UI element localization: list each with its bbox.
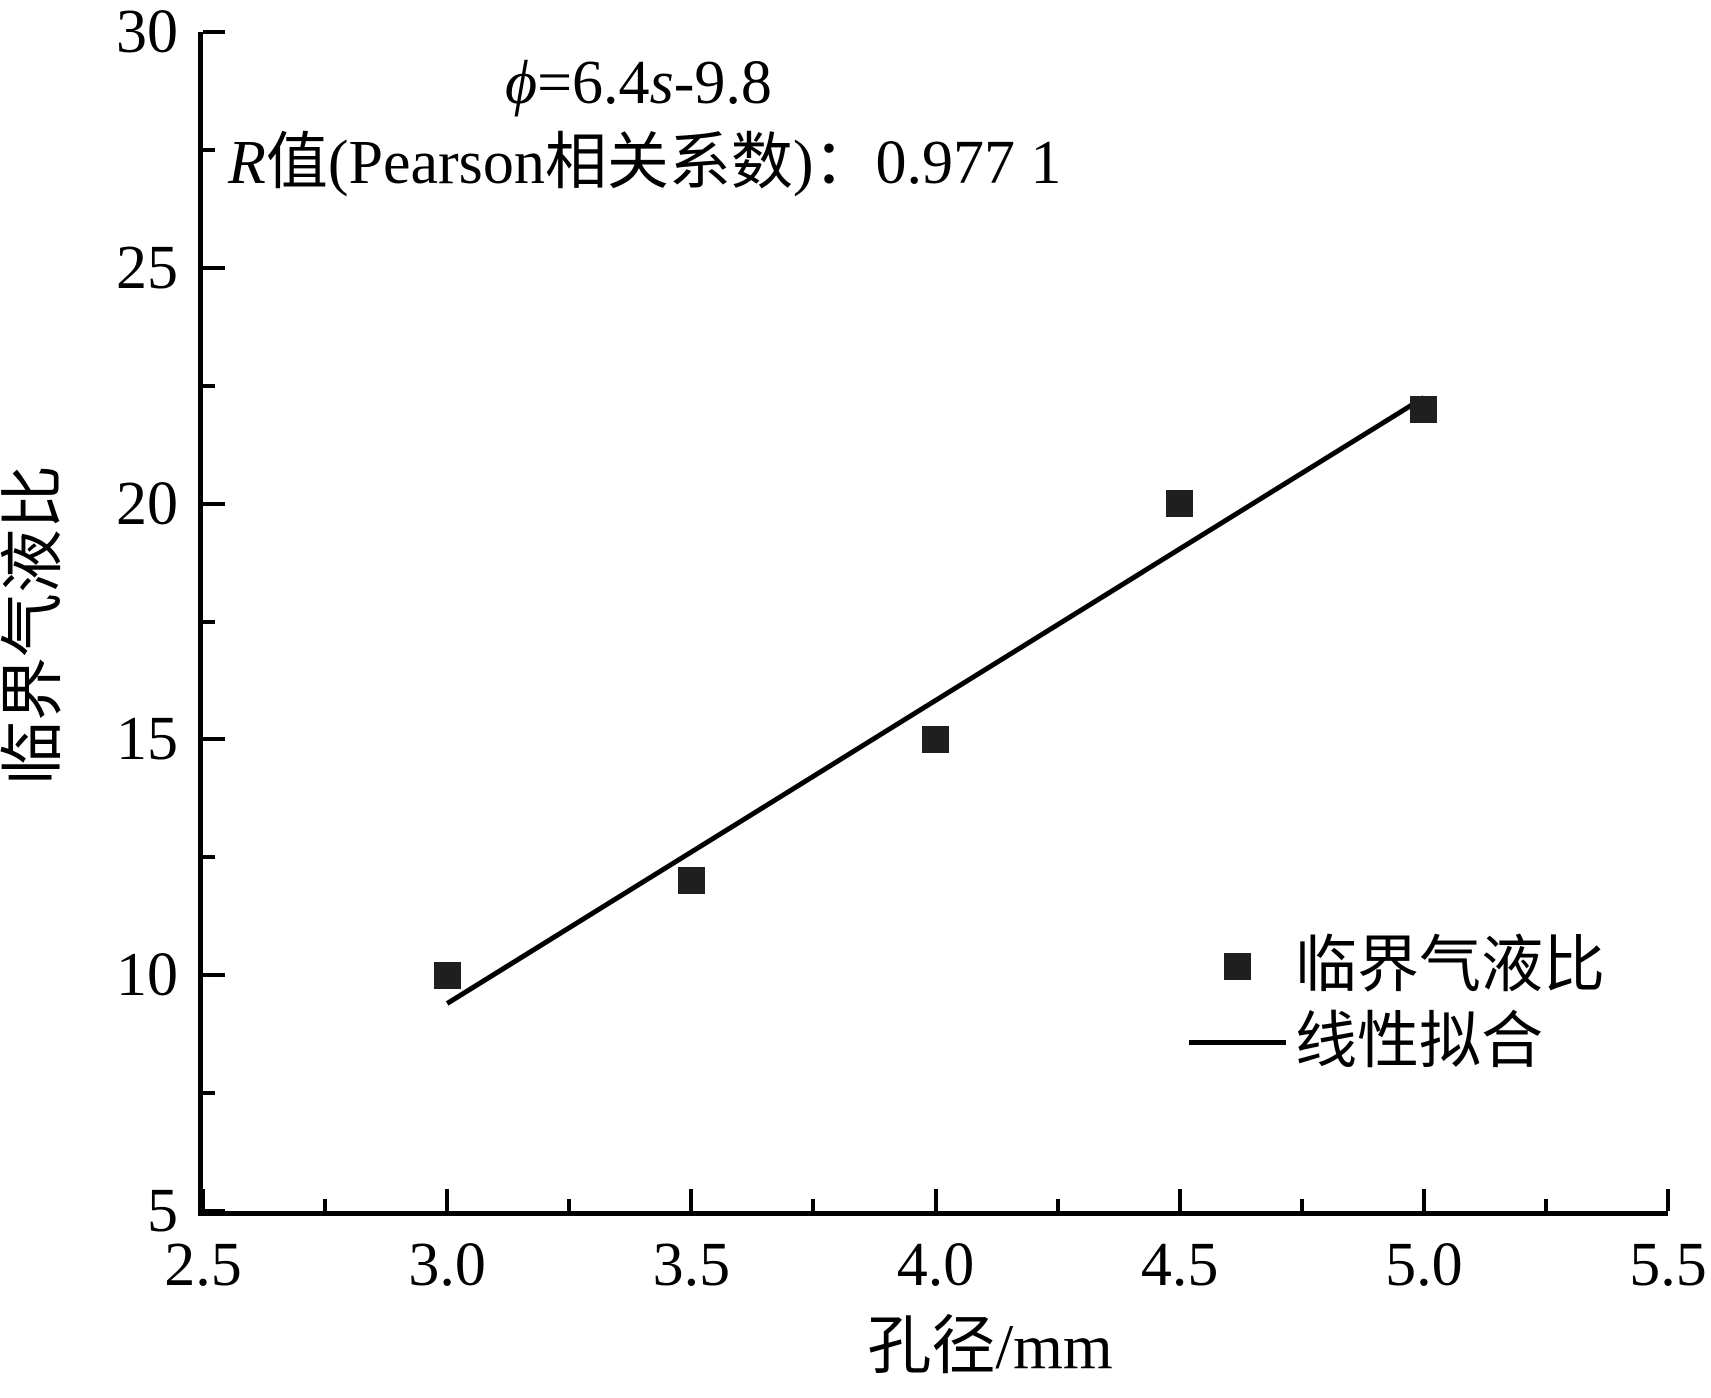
legend: 临界气液比 线性拟合 <box>1180 928 1605 1080</box>
y-major-tick <box>203 973 225 978</box>
legend-square-marker <box>1180 952 1295 980</box>
x-minor-tick <box>1055 1199 1060 1211</box>
y-major-tick <box>203 265 225 270</box>
y-major-tick <box>203 501 225 506</box>
y-major-tick <box>203 30 225 34</box>
x-minor-tick <box>323 1199 328 1211</box>
x-major-tick <box>445 1189 450 1211</box>
data-point <box>1166 490 1194 518</box>
x-major-tick <box>933 1189 938 1211</box>
x-tick-label: 4.5 <box>1140 1231 1219 1299</box>
line-marker-icon <box>1189 1039 1286 1045</box>
square-marker-icon <box>1224 952 1251 980</box>
y-minor-tick <box>203 855 215 860</box>
x-tick-label: 2.5 <box>164 1231 242 1299</box>
y-tick-label: 25 <box>116 233 178 302</box>
y-tick-label: 15 <box>116 705 178 774</box>
x-minor-tick <box>1543 1199 1548 1211</box>
x-minor-tick <box>1299 1199 1304 1211</box>
x-axis-title: 孔径/mm <box>867 1311 1113 1382</box>
y-tick-label: 20 <box>116 469 178 538</box>
data-point <box>922 725 949 753</box>
x-tick-label: 3.0 <box>408 1231 486 1299</box>
x-major-tick <box>689 1189 694 1211</box>
legend-label-fit: 线性拟合 <box>1295 1008 1544 1076</box>
y-minor-tick <box>203 383 215 388</box>
legend-item-points: 临界气液比 <box>1180 928 1605 1004</box>
data-point <box>433 961 461 989</box>
data-point <box>1410 395 1438 423</box>
linear-fit-line <box>445 395 1426 1006</box>
equation-coefficient: =6.4 <box>537 49 650 117</box>
y-tick-label: 10 <box>116 941 178 1010</box>
fit-line-layer <box>445 395 1426 1006</box>
x-major-tick <box>201 1189 205 1211</box>
y-tick-label: 30 <box>116 0 178 66</box>
y-major-tick <box>203 737 225 742</box>
x-tick-label: 5.0 <box>1385 1231 1463 1299</box>
legend-item-fit: 线性拟合 <box>1180 1004 1605 1080</box>
y-tick-label: 5 <box>147 1177 178 1245</box>
fit-equation-text: ϕ=6.4s-9.8 <box>505 48 772 118</box>
pearson-r-text: R值(Pearson相关系数)：0.977 1 <box>228 126 1061 200</box>
x-tick-label: 4.0 <box>896 1231 975 1299</box>
x-major-tick <box>1666 1189 1670 1211</box>
legend-label-points: 临界气液比 <box>1295 932 1606 1000</box>
equation-variable-phi: ϕ <box>505 49 538 117</box>
x-major-tick <box>1421 1189 1426 1211</box>
x-tick-label: 3.5 <box>652 1231 731 1299</box>
y-minor-tick <box>203 1091 215 1096</box>
y-major-tick <box>203 1209 225 1213</box>
legend-line-marker <box>1180 1039 1295 1045</box>
x-major-tick <box>1177 1189 1182 1211</box>
x-minor-tick <box>811 1199 816 1211</box>
x-minor-tick <box>567 1199 572 1211</box>
pearson-r-label: 值(Pearson相关系数)： <box>265 129 876 197</box>
equation-intercept: -9.8 <box>673 49 772 117</box>
pearson-r-symbol: R <box>228 129 266 197</box>
x-tick-label: 5.5 <box>1629 1231 1707 1299</box>
y-minor-tick <box>203 619 215 624</box>
y-minor-tick <box>203 147 215 152</box>
pearson-r-value: 0.977 1 <box>875 129 1062 197</box>
equation-variable-s: s <box>649 49 674 117</box>
plot-area <box>198 30 1670 1216</box>
data-point <box>677 867 705 895</box>
